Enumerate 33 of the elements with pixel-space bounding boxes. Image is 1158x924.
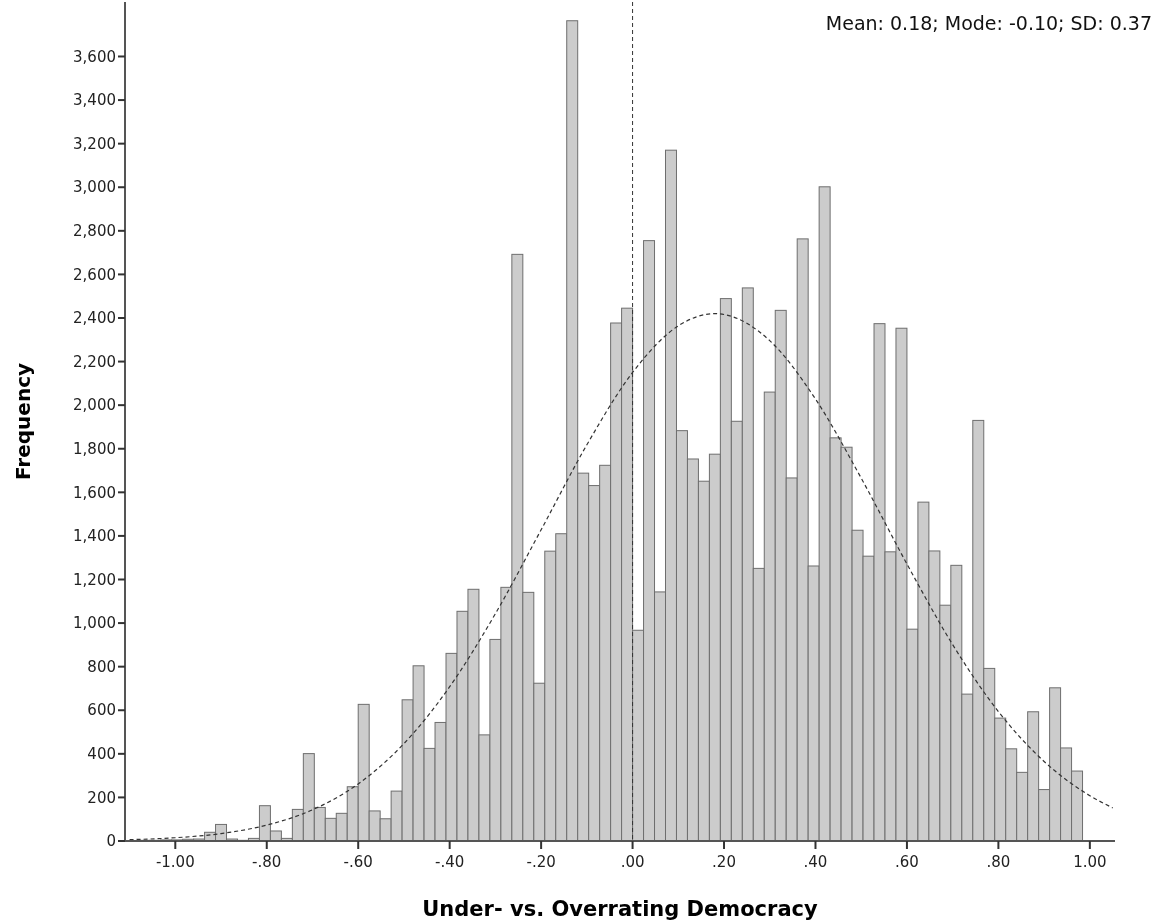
x-tick-label: .20 <box>712 853 736 871</box>
y-tick-label: 3,200 <box>73 134 116 153</box>
x-tick-label: .00 <box>620 853 645 871</box>
x-axis-title: Under- vs. Overrating Democracy <box>422 897 819 921</box>
y-tick-label: 2,600 <box>73 265 116 284</box>
x-tick-label: -1.00 <box>155 853 195 871</box>
x-tick-label: -.80 <box>252 853 282 871</box>
x-tick-label: 1.00 <box>1073 853 1107 871</box>
y-tick-label: 3,000 <box>73 178 116 197</box>
y-tick-label: 2,200 <box>73 352 116 371</box>
y-tick-label: 1,400 <box>73 527 116 546</box>
y-tick-label: 1,600 <box>73 483 116 502</box>
x-tick-label: .60 <box>895 853 919 871</box>
y-tick-label: 600 <box>87 701 116 720</box>
y-tick-label: 3,600 <box>73 47 116 66</box>
y-tick-label: 1,800 <box>73 439 116 458</box>
y-tick-label: 2,400 <box>73 309 116 328</box>
y-tick-label: 1,200 <box>73 570 116 589</box>
y-tick-label: 200 <box>87 788 116 807</box>
x-tick-label: -.60 <box>343 853 373 871</box>
y-tick-label: 400 <box>87 745 116 764</box>
x-tick-label: .40 <box>803 853 828 871</box>
x-tick-label: -.20 <box>526 853 556 871</box>
y-axis-title: Frequency <box>11 362 35 481</box>
annotation: Mean: 0.18; Mode: -0.10; SD: 0.37 <box>825 12 1152 34</box>
y-tick-label: 0 <box>106 832 116 851</box>
y-tick-label: 1,000 <box>73 614 116 633</box>
x-tick-label: .80 <box>986 853 1011 871</box>
y-tick-label: 2,800 <box>73 222 116 241</box>
y-tick-label: 2,000 <box>73 396 116 415</box>
y-tick-label: 3,400 <box>73 91 116 110</box>
x-tick-label: -.40 <box>435 853 465 871</box>
y-tick-label: 800 <box>87 657 116 676</box>
